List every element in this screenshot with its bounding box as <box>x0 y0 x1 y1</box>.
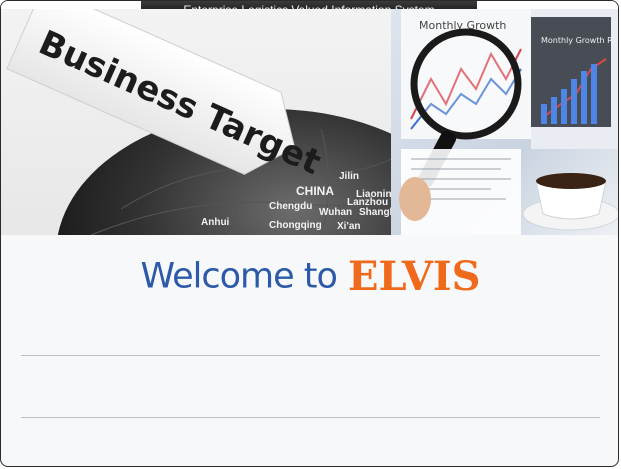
magnifier-icon <box>410 28 522 140</box>
welcome-prefix: Welcome to <box>140 256 338 297</box>
header-banner: Jilin Liaoning CHINA Chengdu Wuhan Chong… <box>1 9 618 235</box>
chart-caption: Monthly Growth Ra <box>541 36 617 45</box>
globe-label: Liaoning <box>356 189 391 200</box>
divider-top <box>21 355 600 356</box>
brand-name: ELVIS <box>347 253 481 300</box>
globe-label: Chongqing <box>269 220 322 231</box>
chart-caption: Monthly Growth <box>419 19 506 32</box>
growth-chart-illustration: Monthly Growth Monthly Growth Ra <box>399 9 618 235</box>
welcome-heading: Welcome to ELVIS <box>1 253 618 300</box>
globe-label: Chengdu <box>269 201 312 212</box>
globe-label: Wuhan <box>319 207 352 218</box>
coffee-cup-icon <box>535 180 607 220</box>
business-target-photo: Jilin Liaoning CHINA Chengdu Wuhan Chong… <box>1 9 391 235</box>
globe-shape <box>57 109 391 235</box>
globe-label: Anhui <box>201 217 230 228</box>
globe-label: Shanghai <box>359 207 391 218</box>
growth-chart-photo: Monthly Growth Monthly Growth Ra <box>391 9 618 235</box>
globe-label: CHINA <box>296 184 334 198</box>
globe-label: Jilin <box>339 171 359 182</box>
hand-shape <box>399 177 431 221</box>
divider-bottom <box>21 417 600 418</box>
globe-label: Lanzhou <box>347 197 388 208</box>
globe-label: Xi'an <box>337 221 361 232</box>
globe-illustration: Jilin Liaoning CHINA Chengdu Wuhan Chong… <box>6 9 391 235</box>
